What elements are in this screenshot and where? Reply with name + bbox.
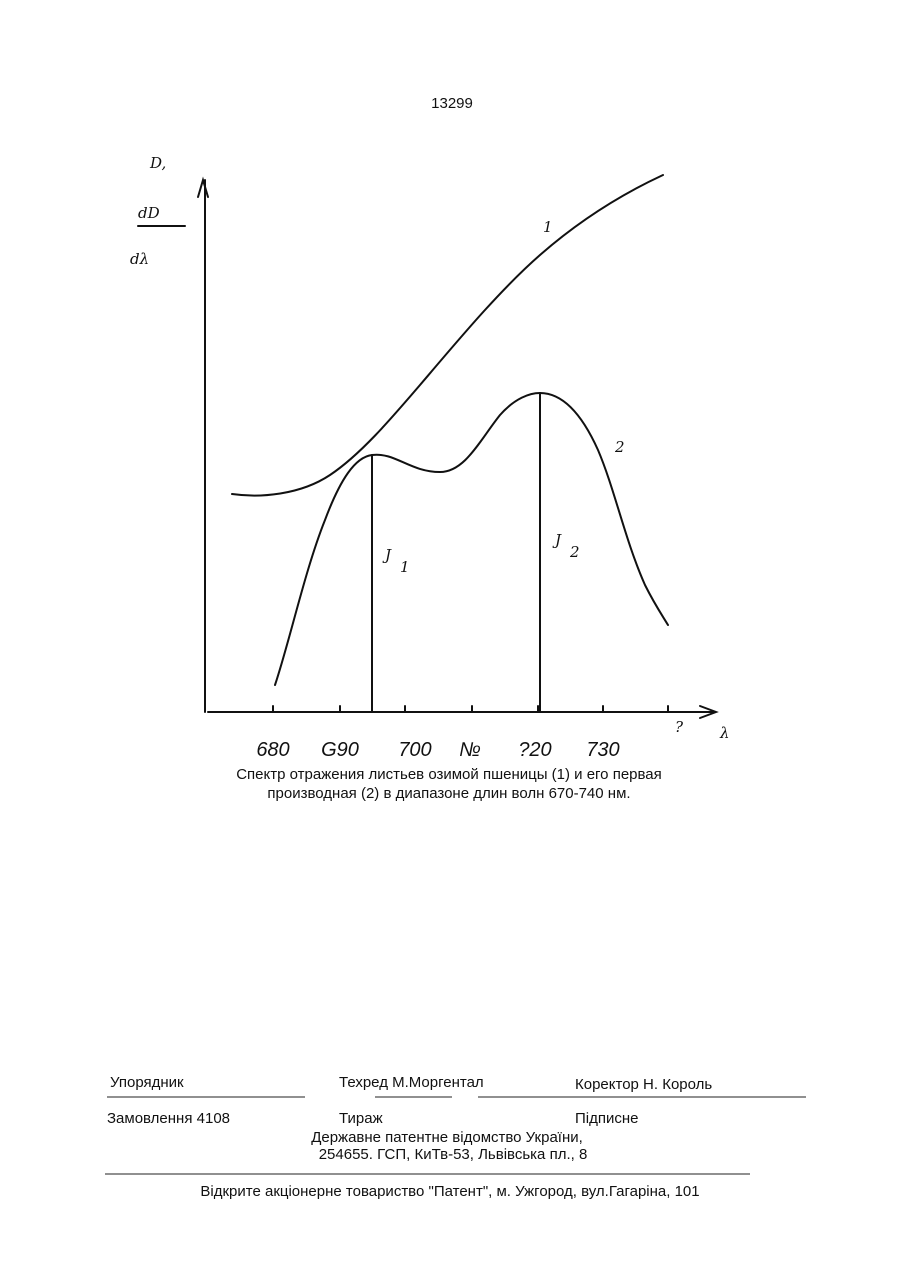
caption: производная (2) в диапазоне длин волн 67…	[267, 785, 630, 802]
tick-label: 680	[256, 739, 289, 761]
curve-label: 2	[614, 438, 625, 456]
peak-label-index: 1	[400, 558, 410, 576]
tick-label: ?20	[518, 739, 551, 761]
figure: D, dD dλ λ 1 2 J 1 J 2 680 G90 700 № ?20…	[130, 154, 730, 761]
y-axis-label: D,	[149, 154, 166, 172]
y-axis-label: dλ	[130, 250, 149, 268]
office: 254655. ГСП, КиТв-53, Львівська пл., 8	[319, 1146, 588, 1163]
page-number: 13299	[431, 95, 473, 112]
y-arrow	[198, 180, 208, 197]
tick-label: G90	[321, 739, 359, 761]
curve-2	[275, 393, 668, 685]
peak-label: J	[552, 531, 562, 549]
peak-label: J	[382, 546, 392, 564]
tick-label: 730	[586, 739, 619, 761]
tick-label: 700	[398, 739, 431, 761]
publisher: Відкрите акціонерне товариство "Патент",…	[200, 1183, 699, 1200]
page: 13299 D, dD dλ λ 1 2 J 1 J 2 680 G90 700…	[0, 0, 901, 1273]
footer: Упорядник Техред М.Моргентал Коректор Н.…	[105, 1074, 806, 1200]
curve-1	[232, 175, 663, 496]
footer-cell: Коректор Н. Король	[575, 1076, 712, 1093]
axis-end-mark: ?	[675, 718, 684, 736]
footer-cell: Тираж	[339, 1110, 383, 1127]
footer-cell: Замовлення 4108	[107, 1110, 230, 1127]
y-axis-label: dD	[138, 204, 160, 222]
footer-cell: Підписне	[575, 1110, 639, 1127]
tick-label: №	[459, 739, 481, 761]
caption: Спектр отражения листьев озимой пшеницы …	[236, 766, 662, 783]
peak-label-index: 2	[569, 543, 580, 561]
x-axis-label: λ	[719, 724, 730, 742]
footer-cell: Упорядник	[110, 1074, 184, 1091]
footer-cell: Техред М.Моргентал	[339, 1074, 484, 1091]
office: Державне патентне відомство України,	[311, 1129, 583, 1146]
curve-label: 1	[543, 218, 553, 236]
